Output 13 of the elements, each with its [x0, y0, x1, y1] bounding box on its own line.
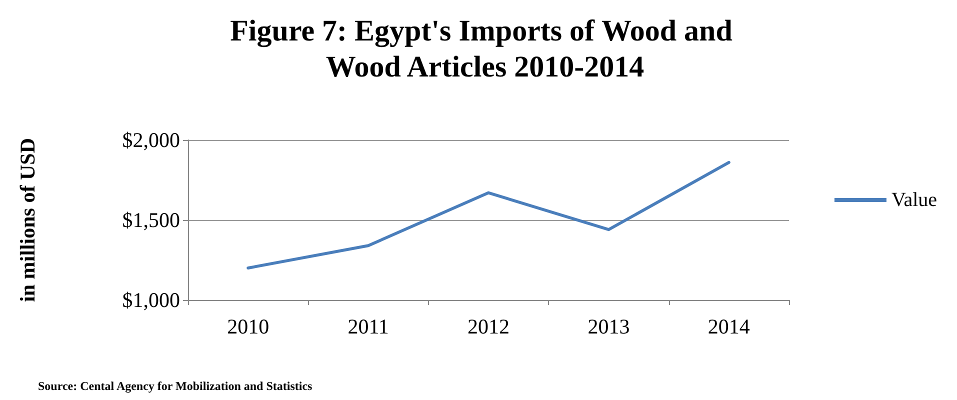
y-tick-label: $2,000	[122, 128, 180, 152]
y-tick-label: $1,500	[122, 208, 180, 232]
line-series	[246, 160, 730, 270]
y-axis-title: in millions of USD	[16, 138, 40, 302]
legend-label: Value	[891, 189, 938, 211]
x-tick-label: 2014	[708, 314, 750, 338]
x-tick-label: 2012	[468, 314, 510, 338]
y-tick-label: $1,000	[122, 288, 180, 312]
x-tick-label: 2010	[227, 314, 270, 338]
source-note: Source: Cental Agency for Mobilization and Statistics	[38, 379, 313, 393]
x-tick-label: 2011	[348, 314, 389, 338]
chart-title: Figure 7: Egypt's Imports of Wood and Wood Articles 2010-2014	[230, 14, 740, 84]
x-tick-label: 2013	[588, 314, 630, 338]
